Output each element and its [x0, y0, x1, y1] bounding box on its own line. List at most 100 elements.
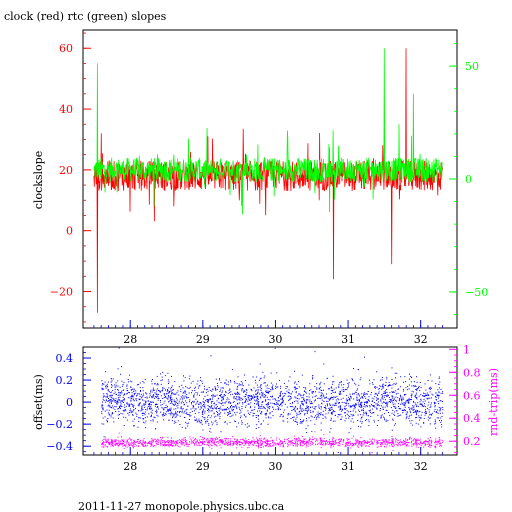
offset-point	[241, 420, 243, 422]
offset-point	[386, 410, 388, 411]
rnd-trip-point	[372, 438, 373, 440]
rnd-trip-point	[183, 442, 185, 444]
offset-point	[114, 406, 116, 408]
offset-point	[175, 412, 177, 414]
offset-point	[338, 414, 340, 416]
offset-point	[311, 402, 313, 404]
offset-point	[378, 391, 380, 393]
offset-point	[239, 397, 240, 399]
rnd-trip-point	[131, 441, 133, 443]
offset-point	[184, 417, 186, 418]
offset-point	[136, 398, 138, 400]
offset-point	[312, 410, 314, 412]
rnd-trip-point	[160, 439, 162, 441]
offset-point	[250, 402, 252, 404]
offset-point	[323, 394, 325, 396]
offset-point	[270, 395, 272, 397]
offset-point	[431, 393, 433, 395]
offset-point	[314, 386, 316, 388]
offset-point	[178, 402, 180, 404]
offset-point	[425, 410, 427, 412]
rnd-trip-point	[150, 443, 152, 445]
offset-point	[236, 389, 238, 390]
offset-point	[234, 393, 236, 394]
rnd-trip-point	[348, 442, 349, 444]
offset-point	[320, 389, 322, 391]
offset-point	[298, 381, 299, 383]
rnd-trip-point	[220, 441, 222, 443]
offset-point	[411, 393, 413, 395]
rnd-trip-point	[345, 445, 347, 447]
offset-point	[150, 406, 152, 408]
rnd-trip-point	[179, 441, 181, 443]
offset-point	[296, 398, 298, 399]
offset-point	[197, 392, 199, 394]
rnd-trip-point	[437, 441, 439, 443]
rnd-trip-point	[403, 439, 404, 441]
offset-point	[110, 399, 111, 401]
offset-point	[442, 406, 444, 408]
rnd-trip-point	[332, 444, 334, 445]
offset-point	[103, 388, 105, 390]
offset-point	[273, 408, 275, 410]
offset-point	[228, 401, 230, 403]
offset-point	[145, 427, 147, 429]
offset-point	[220, 395, 221, 397]
offset-point	[415, 404, 417, 406]
offset-point	[319, 398, 321, 400]
rnd-trip-point	[347, 442, 348, 444]
offset-point	[133, 389, 135, 391]
offset-point	[393, 413, 395, 415]
offset-point	[296, 383, 298, 385]
offset-point	[414, 411, 416, 413]
offset-point	[149, 401, 151, 403]
rnd-trip-point	[253, 440, 255, 442]
offset-point	[261, 404, 263, 406]
offset-point	[392, 409, 394, 411]
offset-point	[333, 410, 334, 412]
rnd-trip-point	[309, 438, 310, 440]
offset-point	[158, 390, 160, 392]
rnd-trip-point	[417, 443, 419, 445]
rnd-trip-point	[186, 445, 188, 447]
rnd-trip-point	[415, 444, 417, 446]
offset-point	[369, 411, 371, 413]
rnd-trip-point	[321, 444, 323, 445]
top-y2-tick-label: −50	[465, 286, 488, 299]
offset-point	[245, 389, 247, 391]
rnd-trip-point	[418, 439, 419, 441]
offset-series	[101, 347, 444, 453]
rnd-trip-point	[279, 438, 280, 440]
rnd-trip-point	[427, 441, 429, 442]
offset-point	[261, 407, 263, 409]
offset-point	[433, 401, 435, 403]
rnd-trip-point	[353, 444, 355, 446]
rnd-trip-point	[322, 444, 324, 446]
offset-point	[260, 413, 262, 415]
offset-point	[141, 409, 143, 411]
offset-point	[379, 385, 381, 387]
offset-point	[123, 382, 125, 384]
offset-point	[260, 397, 262, 399]
offset-point	[368, 396, 370, 398]
offset-point	[238, 383, 240, 385]
rnd-trip-point	[400, 445, 402, 446]
offset-point	[361, 404, 363, 406]
offset-point	[182, 387, 184, 389]
offset-point	[376, 399, 378, 401]
offset-point	[442, 401, 443, 402]
offset-point	[175, 413, 177, 415]
rnd-trip-point	[170, 444, 172, 446]
offset-point	[153, 395, 155, 397]
rnd-trip-point	[430, 444, 432, 446]
offset-point	[293, 382, 295, 384]
rnd-trip-point	[117, 443, 119, 444]
offset-point	[187, 414, 189, 415]
offset-point	[132, 414, 134, 415]
offset-point	[255, 415, 257, 416]
rnd-trip-point	[265, 439, 267, 441]
rnd-trip-point	[180, 441, 182, 442]
rnd-trip-point	[389, 445, 391, 447]
rnd-trip-point	[177, 442, 179, 444]
